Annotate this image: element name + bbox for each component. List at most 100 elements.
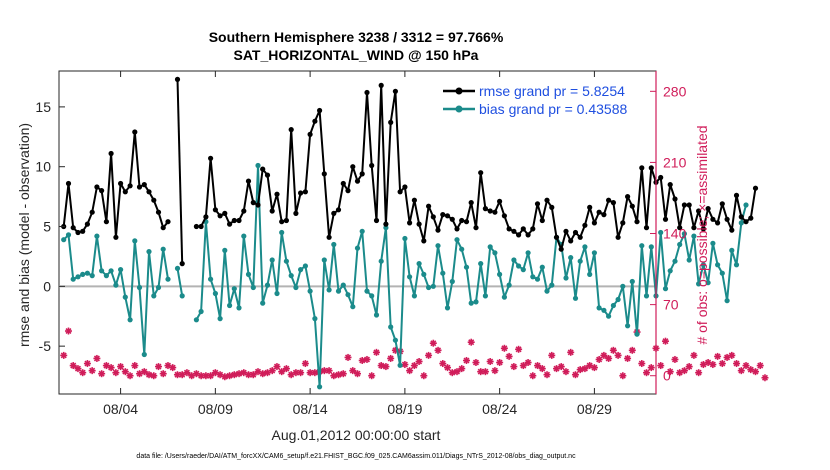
rmse-point [378,82,384,88]
obs-count-marker [268,367,276,375]
obs-marker-stroke [458,365,465,372]
rmse-point [724,216,730,222]
bias-point [165,276,171,282]
obs-marker-stroke [202,372,209,379]
obs-count-marker [325,367,333,375]
obs-marker-stroke [752,368,759,375]
bias-point [696,281,702,287]
rmse-point [572,229,579,236]
rmse-point [534,201,541,207]
obs-count-marker [605,354,613,362]
bias-point [549,282,555,288]
bias-point [108,268,114,274]
bias-point [719,270,725,276]
rmse-point [677,225,683,231]
obs-count-marker [98,370,106,378]
obs-marker-stroke [728,352,735,359]
obs-marker-stroke [615,352,622,359]
bias-point [312,316,318,322]
obs-marker-stroke [368,372,375,379]
obs-marker-stroke [472,359,479,366]
rmse-point [335,207,342,213]
obs-marker-stroke [378,362,385,369]
obs-count-marker [718,360,726,368]
bias-point [610,302,617,309]
obs-count-marker [74,365,82,373]
bias-point [459,246,465,252]
bias-point [217,316,223,322]
obs-count-marker [472,359,480,367]
rmse-point [667,182,673,188]
obs-marker-stroke [709,361,716,368]
rmse-point [444,213,451,219]
rmse-point [293,210,299,216]
bias-point [620,283,626,289]
x-tick-label: 08/24 [482,401,517,417]
bias-point [65,232,72,238]
obs-marker-stroke [254,368,262,375]
bias-point [506,282,512,288]
rmse-point [397,189,403,195]
bias-point [743,202,749,208]
obs-marker-stroke [468,339,475,346]
obs-marker-stroke [629,347,636,354]
obs-count-marker [140,368,148,376]
obs-marker-stroke [567,349,574,356]
obs-count-marker [107,364,115,372]
y2-tick-label: 210 [663,154,687,170]
obs-marker-stroke [112,369,119,376]
bias-point [715,262,721,268]
bias-point [511,257,517,263]
obs-count-marker [581,365,589,373]
obs-count-marker [406,367,414,375]
bias-point [454,237,460,243]
bias-point [492,250,498,256]
obs-count-marker [88,367,96,375]
obs-count-marker [159,370,167,378]
obs-marker-stroke [439,360,446,367]
obs-count-marker [429,339,437,347]
y2-tick-label: 280 [663,83,687,99]
rmse-point [241,208,247,214]
bias-point [369,293,375,299]
rmse-point [577,234,583,240]
rmse-point [459,217,465,224]
obs-marker-stroke [60,352,67,359]
y-tick-label: 0 [43,278,51,294]
obs-marker-stroke [506,353,513,360]
obs-marker-stroke [420,372,427,379]
rmse-point [340,180,346,187]
bias-point [487,244,493,250]
rmse-point [729,227,735,233]
bias-point [577,258,583,264]
obs-marker-stroke [212,369,219,376]
rmse-point [321,171,327,177]
obs-marker-stroke [581,365,588,372]
bias-point [478,261,484,267]
bias-point [402,235,408,242]
x-tick-label: 08/19 [387,401,422,417]
bias-point [691,233,697,239]
obs-marker-stroke [321,367,328,374]
obs-marker-stroke [160,370,167,377]
bias-point [127,317,133,323]
bias-point [331,241,337,248]
rmse-point [738,214,744,220]
rmse-point [345,188,351,194]
obs-marker-stroke [681,367,688,374]
obs-count-marker [410,362,418,370]
obs-marker-stroke [245,371,252,378]
obs-marker-stroke [695,369,702,376]
obs-count-marker [297,369,305,377]
bias-point [407,274,413,280]
obs-count-marker [510,363,518,371]
bias-point [146,249,152,255]
bias-point [222,247,228,253]
obs-marker-stroke [510,363,517,370]
rmse-point [582,222,588,228]
obs-marker-stroke [354,370,361,377]
bias-point [359,228,365,234]
bias-point [601,307,607,313]
obs-count-marker [576,366,584,374]
rmse-point [402,184,408,190]
